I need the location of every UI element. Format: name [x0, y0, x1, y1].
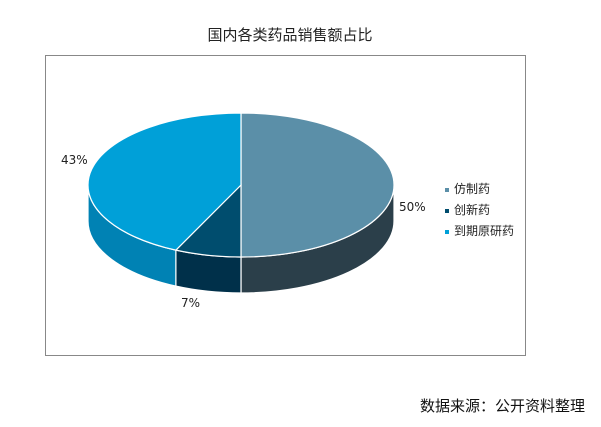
chart-title: 国内各类药品销售额占比	[207, 26, 373, 44]
legend-label: 创新药	[454, 203, 491, 217]
data-label-innovative: 7%	[181, 296, 201, 310]
chart-frame	[45, 55, 526, 356]
legend-marker	[445, 208, 449, 213]
legend-item-generic: 仿制药	[445, 180, 490, 197]
legend-item-innovative: 创新药	[445, 201, 490, 218]
legend-marker	[445, 229, 449, 234]
legend-item-expired-original: 到期原研药	[445, 222, 514, 239]
source-note: 数据来源：公开资料整理	[419, 397, 585, 415]
data-label-expired-original: 43%	[61, 153, 88, 167]
legend-label: 仿制药	[454, 182, 491, 196]
pie-slice-0	[240, 112, 395, 258]
data-label-generic: 50%	[399, 200, 426, 214]
legend-label: 到期原研药	[454, 224, 515, 238]
legend-marker	[445, 187, 449, 192]
pie-slice-2	[87, 112, 242, 251]
